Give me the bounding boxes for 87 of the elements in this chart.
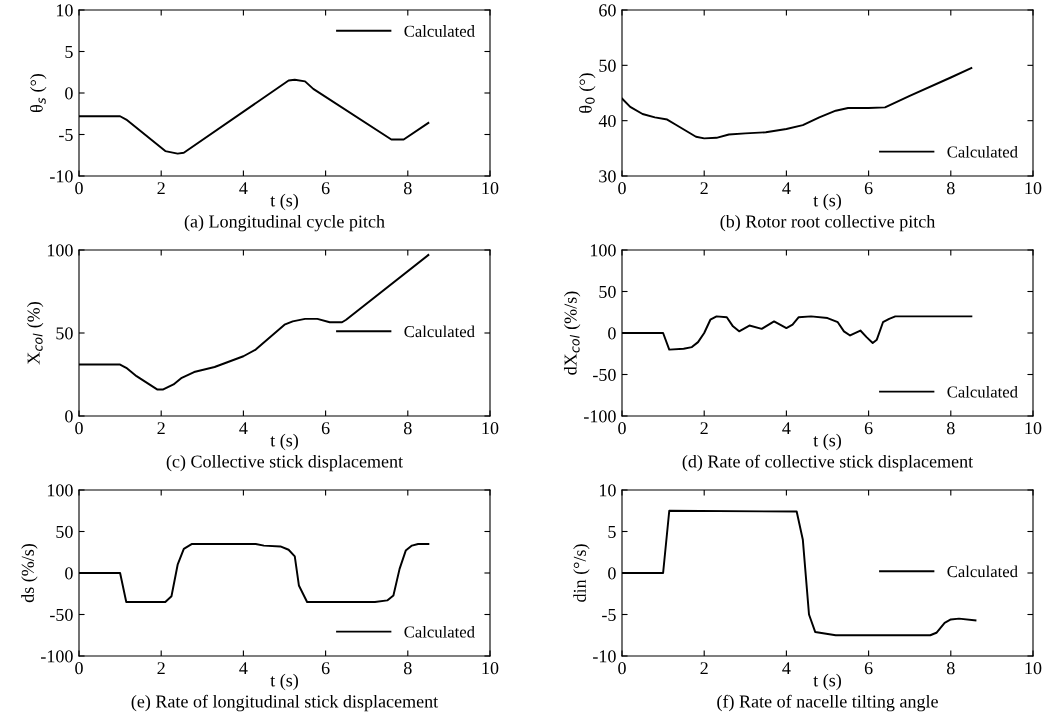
x-tick-label: 6 (321, 182, 330, 195)
y-tick-label: -100 (584, 410, 616, 423)
text: (f) Rate of nacelle tilting angle (717, 694, 938, 712)
x-tick-label: 0 (75, 182, 83, 195)
x-tick-label: 6 (864, 182, 873, 195)
y-tick-label: 0 (608, 567, 616, 580)
x-tick-label: 8 (403, 422, 412, 435)
y-tick-label: 50 (56, 327, 73, 340)
x-tick-label: 10 (482, 662, 499, 675)
x-axis-title: t (s) (270, 433, 298, 451)
y-tick-label: 50 (599, 285, 616, 298)
y-tick-label: 40 (598, 114, 616, 128)
x-tick-label: 8 (946, 422, 955, 435)
text: (b) Rotor root collective pitch (720, 214, 936, 232)
x-axis-title: t (s) (270, 673, 298, 691)
x-tick-label: 10 (1025, 662, 1042, 675)
x-tick-label: 4 (782, 662, 791, 675)
y-tick-label: 0 (608, 327, 616, 340)
y-tick-label: 50 (599, 59, 616, 72)
x-tick-label: 10 (1025, 182, 1042, 195)
x-tick-label: 10 (1025, 422, 1042, 435)
text: (e) Rate of longitudinal stick displacement (131, 694, 439, 712)
text: (a) Longitudinal cycle pitch (184, 214, 385, 232)
x-tick-label: 2 (157, 662, 165, 675)
y-tick-label: 10 (599, 484, 616, 497)
y-axis-title: ds (%/s) (21, 543, 38, 603)
y-tick-label: -5 (59, 128, 73, 141)
y-axis-title: θ$_{s}$ (°) (29, 73, 47, 113)
x-tick-label: 2 (700, 662, 708, 675)
x-tick-label: 6 (321, 662, 330, 675)
x-tick-label: 0 (75, 422, 83, 435)
y-axis-title: din (°/s) (573, 544, 590, 602)
y-tick-label: -5 (602, 608, 616, 621)
x-tick-label: 0 (618, 662, 626, 675)
y-tick-label: 5 (65, 45, 73, 58)
x-tick-label: 2 (700, 422, 708, 435)
x-tick-label: 6 (864, 422, 873, 435)
x-tick-label: 8 (946, 662, 955, 675)
y-tick-label: 50 (56, 525, 73, 538)
y-axis-title: dX$_{col}$ (%/s) (563, 291, 581, 375)
y-tick-label: 100 (47, 244, 73, 257)
text: (d) Rate of collective stick displacement (682, 454, 974, 472)
x-tick-label: 2 (700, 182, 708, 195)
x-tick-label: 0 (75, 662, 83, 675)
legend-label: Calculated (947, 145, 1018, 158)
x-tick-label: 10 (482, 182, 499, 195)
y-tick-label: 10 (56, 4, 73, 17)
y-tick-label: -10 (50, 170, 73, 183)
x-axis-title: t (s) (813, 673, 841, 691)
x-tick-label: 4 (239, 662, 248, 675)
y-tick-label: -100 (41, 650, 73, 663)
x-tick-label: 6 (321, 422, 330, 435)
x-axis-title: t (s) (270, 193, 298, 211)
legend-label: Calculated (404, 625, 475, 638)
y-tick-label: -50 (50, 608, 73, 621)
x-tick-label: 8 (403, 662, 412, 675)
x-tick-label: 4 (239, 422, 248, 435)
text: (c) Collective stick displacement (166, 454, 403, 472)
y-tick-label: 0 (65, 410, 73, 423)
y-axis-title: X$_{col}$ (%) (26, 302, 44, 365)
y-tick-label: -50 (593, 368, 616, 381)
y-tick-label: 0 (65, 87, 73, 100)
legend-label: Calculated (404, 325, 475, 338)
y-tick-label: 60 (599, 4, 616, 17)
legend-label: Calculated (947, 565, 1018, 578)
x-tick-label: 10 (482, 422, 499, 435)
x-axis-title: t (s) (813, 433, 841, 451)
y-tick-label: 5 (608, 525, 616, 538)
x-tick-label: 2 (157, 422, 165, 435)
x-tick-label: 4 (782, 422, 791, 435)
legend-label: Calculated (404, 25, 475, 37)
y-tick-label: -10 (593, 650, 616, 663)
x-tick-label: 0 (618, 182, 626, 195)
x-tick-label: 6 (864, 662, 873, 675)
y-tick-label: 30 (599, 170, 616, 183)
x-tick-label: 4 (239, 182, 248, 195)
x-tick-label: 8 (403, 182, 412, 195)
x-tick-label: 2 (157, 182, 165, 195)
legend-label: Calculated (947, 385, 1018, 398)
y-tick-label: 100 (47, 484, 73, 497)
x-tick-label: 0 (618, 422, 626, 435)
x-tick-label: 8 (946, 182, 955, 195)
y-tick-label: 100 (590, 244, 616, 257)
y-axis-title: θ$_{0}$ (°) (579, 73, 596, 113)
y-tick-label: 0 (65, 567, 73, 580)
x-tick-label: 4 (782, 182, 791, 195)
x-axis-title: t (s) (813, 193, 841, 211)
